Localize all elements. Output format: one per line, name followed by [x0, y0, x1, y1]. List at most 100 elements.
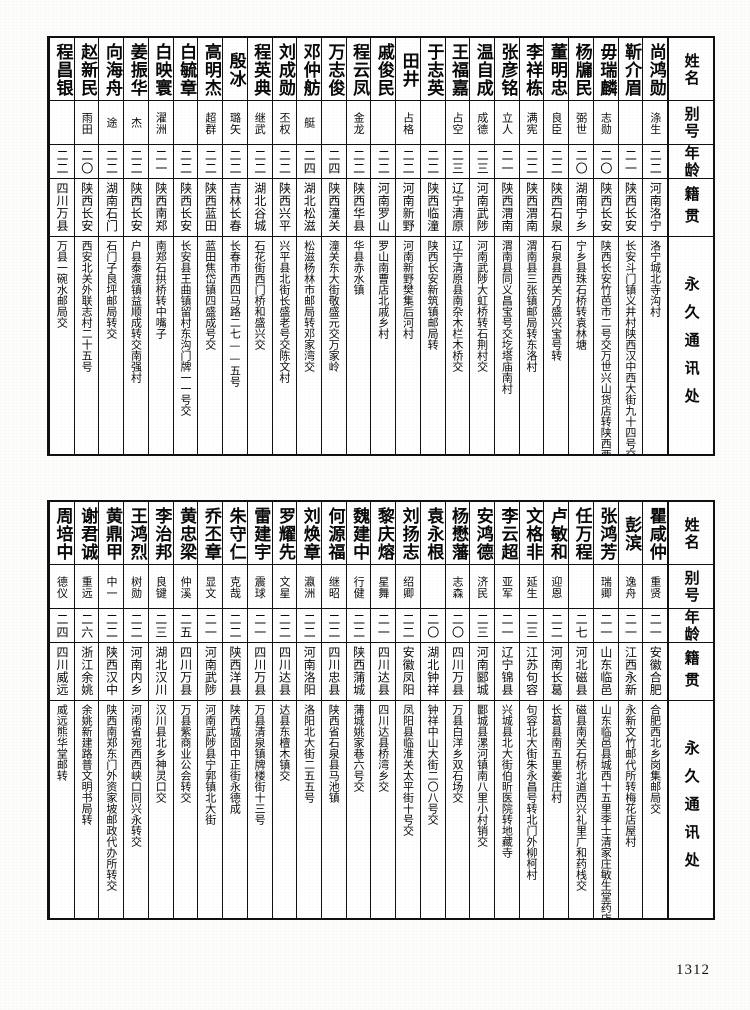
entry-native-place-cell: 浙江余姚: [74, 642, 99, 700]
entry-name-cell: 文格非: [520, 502, 544, 564]
roster-entry-column: 谢君诚 重远 二六 浙江余姚 余姚新建路普文明书局转: [73, 502, 99, 918]
entry-native-place-cell-text: 河北磁县: [574, 646, 589, 696]
entry-native-place-cell-text: 陕西蓝田: [203, 182, 218, 232]
entry-age-cell: 二〇: [569, 144, 593, 178]
entry-name-cell-text: 杨牖民: [571, 42, 592, 97]
entry-name-cell: 董明忠: [544, 38, 568, 100]
entry-address-cell: 华县赤水镇: [346, 236, 371, 454]
entry-native-place-cell: 陕西汉中: [99, 642, 124, 700]
roster-entry-column: 殷冰 璐矢 二二 吉林长春 长春市西四马路二七——五号: [222, 38, 247, 454]
entry-alias-cell-text: 艇: [302, 117, 316, 129]
entry-age-cell: 二一: [494, 144, 519, 178]
entry-age-cell: 二二: [272, 608, 297, 642]
entry-native-place-cell-text: 河南洛阳: [302, 646, 317, 696]
entry-native-place-cell-text: 四川万县: [252, 646, 267, 696]
entry-name-cell-text: 万志俊: [324, 42, 345, 97]
entry-alias-cell: 涤生: [643, 100, 667, 144]
entry-name-cell: 程昌银: [50, 38, 74, 100]
entry-name-cell-text: 姜振华: [126, 42, 147, 97]
entry-age-cell: 二一: [494, 608, 519, 642]
entry-address-cell-text: 石门子良坪邮局转交: [104, 240, 118, 339]
entry-name-cell-text: 瞿咸仲: [645, 506, 666, 561]
entry-native-place-cell-text: 湖北汉川: [153, 646, 168, 696]
entry-address-cell: 石泉县西关万盛兴宝号转: [544, 236, 569, 454]
roster-entry-column: 张鸿芳 瑞卿 二一 山东临邑 山东临邑县城西十五里李士清家庄敏生堂药店: [592, 502, 618, 918]
entry-name-cell-text: 王福嘉: [448, 42, 469, 97]
entry-age-cell: 二一: [643, 608, 667, 642]
entry-name-cell-text: 魏建中: [349, 506, 370, 561]
entry-alias-cell-text: 濯洲: [154, 111, 168, 135]
entry-native-place-cell-text: 陕西长安: [623, 182, 638, 232]
entry-native-place-cell-text: 陕西南郑: [153, 182, 168, 232]
entry-alias-cell-text: 超群: [203, 111, 217, 135]
entry-address-cell: 洛宁城北寺沟村: [643, 236, 667, 454]
entry-age-cell: 二二: [544, 608, 569, 642]
entry-age-cell-text: 二一: [499, 613, 514, 639]
entry-address-cell-text: 西安北关外联志村二十五号: [80, 240, 94, 372]
entry-age-cell: 二一: [618, 608, 643, 642]
entry-native-place-cell: 陕西渭南: [494, 178, 519, 236]
entry-address-cell-text: 河南新野樊集后河村: [401, 240, 415, 339]
entry-age-cell-text: 二二: [277, 613, 292, 639]
entry-age-cell-text: 二一: [252, 613, 267, 639]
entry-native-place-cell-text: 江西永新: [623, 646, 638, 696]
entry-alias-cell-text: 行健: [352, 575, 366, 599]
entry-alias-cell-text: 逸舟: [624, 575, 638, 599]
entry-native-place-cell-text: 吉林长春: [228, 182, 243, 232]
entry-name-cell-text: 朱守仁: [225, 506, 246, 561]
entry-address-cell: 长安县王曲镇留村东沟门牌一一号交: [173, 236, 198, 454]
entry-native-place-cell-text: 陕西华县: [351, 182, 366, 232]
entry-name-cell-text: 李祥栋: [522, 42, 543, 97]
entry-alias-cell-text: 弼世: [574, 111, 588, 135]
entry-name-cell-text: 张鸿芳: [596, 506, 617, 561]
entry-alias-cell: 丕权: [272, 100, 297, 144]
entry-alias-cell: 济民: [470, 564, 494, 608]
roster-entry-column: 乔丕章 显文 二一 河南武陟 河南武陟县宁郭镇北大街: [197, 502, 223, 918]
entry-address-cell: 郾城县漯河镇南八里小村销交: [470, 700, 494, 918]
entry-age-cell: 二二: [396, 608, 420, 642]
entry-address-cell: 万县白洋乡双石场交: [445, 700, 470, 918]
entry-age-cell-text: 二二: [129, 613, 144, 639]
entry-native-place-cell-text: 河南郾城: [475, 646, 490, 696]
entry-native-place-cell: 陕西南郑: [148, 178, 173, 236]
entry-alias-cell: 震球: [247, 564, 272, 608]
entry-age-cell-text: 二四: [55, 613, 69, 639]
entry-age-cell-text: 二二: [351, 613, 366, 639]
entry-name-cell: 杨牖民: [569, 38, 593, 100]
entry-native-place-cell-text: 湖南石门: [104, 182, 119, 232]
entry-name-cell: 雷建宇: [248, 502, 272, 564]
entry-address-cell-text: 河南武陟大虹桥转石荆村交: [475, 240, 489, 372]
entry-name-cell-text: 黎庆熔: [373, 506, 394, 561]
entry-age-cell-text: 二二: [203, 149, 218, 175]
entry-address-cell-text: 万县紫商业公会转交: [178, 704, 192, 803]
entry-alias-cell: [173, 100, 198, 144]
entry-name-cell-text: 何源福: [324, 506, 345, 561]
entry-address-cell: 万县清泉镇牌楼街十三号: [247, 700, 272, 918]
entry-name-cell-text: 邓仲舫: [299, 42, 320, 97]
entry-native-place-cell-text: 四川万县: [178, 646, 193, 696]
roster-entry-column: 罗耀先 文星 二二 四川达县 达县东檀木镇交: [271, 502, 297, 918]
entry-name-cell: 刘焕章: [297, 502, 321, 564]
entry-native-place-cell-text: 四川万县: [450, 646, 465, 696]
entry-alias-cell: 仲溪: [173, 564, 198, 608]
entry-name-cell: 白毓章: [174, 38, 198, 100]
entry-native-place-cell-text: 湖北松滋: [302, 182, 317, 232]
entry-native-place-cell: 湖北谷城: [247, 178, 272, 236]
entry-alias-cell-text: 金龙: [352, 111, 366, 135]
entry-alias-cell-text: 亚军: [500, 575, 514, 599]
entry-alias-cell: 延生: [519, 564, 544, 608]
entry-age-cell-text: 二二: [351, 149, 366, 175]
entry-address-cell: 松滋杨林市邮局转邓家湾交: [297, 236, 321, 454]
entry-native-place-cell: 河南武陟: [470, 178, 494, 236]
entry-native-place-cell: 安徽凤阳: [396, 642, 420, 700]
entry-name-cell: 毋瑞麟: [594, 38, 618, 100]
entry-name-cell: 刘成勋: [273, 38, 297, 100]
entry-native-place-cell: 湖北汉川: [148, 642, 173, 700]
entry-age-cell-text: 二一: [623, 149, 638, 175]
entry-native-place-cell-text: 陕西潼关: [326, 182, 341, 232]
entry-age-cell: 二三: [445, 144, 470, 178]
entry-name-cell: 邓仲舫: [297, 38, 321, 100]
entry-native-place-cell-text: 陕西洋县: [228, 646, 243, 696]
entry-alias-cell: 树勋: [124, 564, 148, 608]
entry-age-cell: 二二: [50, 144, 74, 178]
